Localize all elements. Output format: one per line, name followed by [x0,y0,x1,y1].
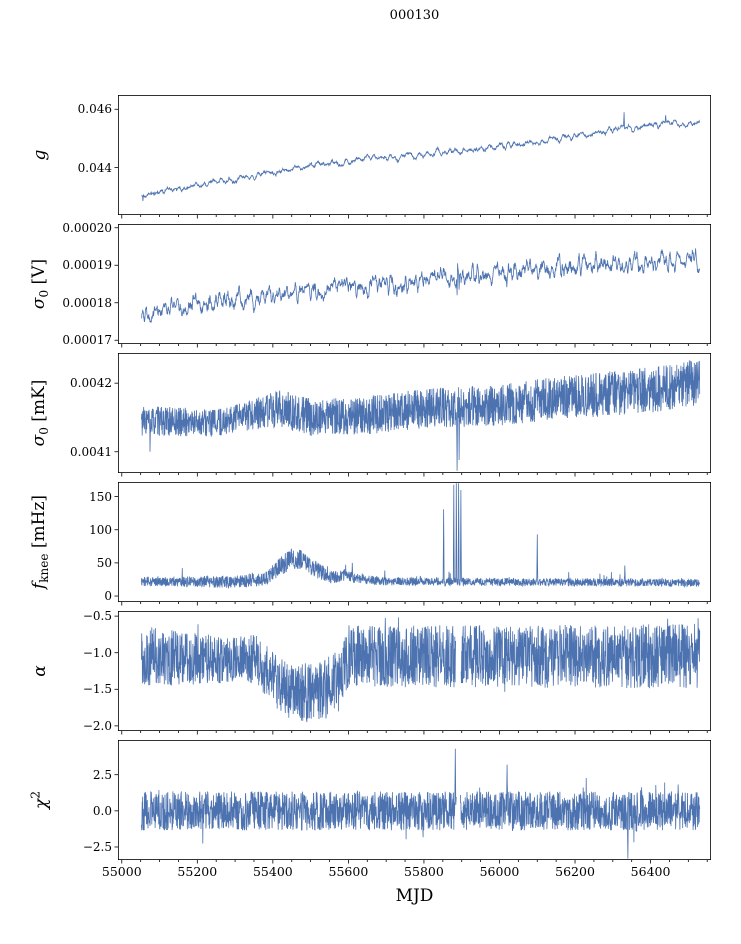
subplot-sigma0-mK: σ0 [mK] 0.0041 0.0042 [0,353,741,477]
data-line [141,112,701,202]
x-tick-label: 55400 [252,864,293,879]
x-tick-label: 55600 [328,864,369,879]
subplot-sigma0-V: σ0 [V] 0.00017 0.00018 0.00019 0.00020 [0,221,741,348]
axes-border [118,611,712,731]
y-tick-label: 0.0042 [70,376,112,391]
tick-marks [114,227,708,348]
y-tick-label: 0.00018 [62,295,112,310]
y-tick-label: 0.0041 [70,444,112,459]
axes-border [118,482,712,602]
y-axis-label: fknee [mHz] [28,494,52,590]
x-tick-label: 55800 [404,864,444,879]
tick-marks [114,108,708,219]
plot-area [114,224,712,348]
subplot-fknee: fknee [mHz] 0 50 100 150 [0,482,741,606]
axes-border [118,95,712,215]
chart-title: 000130 [389,8,440,23]
axes-border [118,740,712,860]
data-line [141,617,701,723]
x-tick-label: 55200 [177,864,218,879]
data-line [141,748,701,859]
y-tick-label: −2.5 [82,839,112,854]
tick-marks [114,496,708,606]
x-tick-label: 56200 [555,864,595,879]
x-tick-label: 56000 [479,864,520,879]
data-line [141,248,701,323]
subplot-chi2: χ2 2.5 0.0 −2.5 [0,740,741,864]
axes-border [118,353,712,473]
y-tick-label: 0.00020 [62,220,112,235]
subplot-g: g 0.044 0.046 [0,95,741,219]
tick-marks [114,615,708,735]
plot-area [114,611,712,735]
data-line [141,360,701,471]
plot-area [114,95,712,219]
plot-area [114,353,712,477]
y-tick-label: 2.5 [92,767,112,782]
y-tick-label: 100 [89,522,112,537]
tick-marks [114,382,708,477]
y-tick-label: 0.044 [77,160,112,175]
tick-marks [114,774,708,864]
y-tick-label: −0.5 [82,609,112,624]
x-axis-label: MJD [395,886,434,906]
y-axis-label: α [30,665,50,677]
y-tick-label: −1.0 [82,645,112,660]
x-tick-label: 56400 [630,864,671,879]
x-tick-labels: 55000 55200 55400 55600 55800 56000 56200 56400 [102,864,711,882]
y-tick-label: −2.0 [82,718,112,733]
plot-area [114,482,712,606]
y-tick-label: 0.0 [92,803,112,818]
y-tick-label: 0.046 [77,102,112,117]
data-line [141,483,701,590]
y-tick-label: 150 [89,489,112,504]
y-tick-label: 50 [96,555,112,570]
axes-border [118,224,712,344]
y-tick-label: −1.5 [82,682,112,697]
x-tick-label: 55000 [101,864,142,879]
y-tick-label: 0.00019 [62,258,112,273]
y-tick-label: 0.00017 [62,333,112,348]
subplot-alpha: α −0.5 −1.0 −1.5 −2.0 [0,609,741,735]
y-tick-label: 0 [104,589,112,604]
plot-area [114,740,712,864]
